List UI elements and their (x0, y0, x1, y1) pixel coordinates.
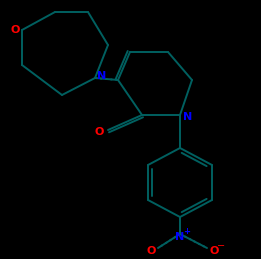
Text: −: − (217, 241, 225, 251)
Text: O: O (94, 127, 104, 137)
Text: O: O (146, 246, 156, 256)
Text: O: O (209, 246, 219, 256)
Text: +: + (183, 227, 191, 236)
Text: N: N (183, 112, 193, 122)
Text: N: N (175, 232, 185, 242)
Text: N: N (97, 71, 107, 81)
Text: O: O (10, 25, 20, 35)
